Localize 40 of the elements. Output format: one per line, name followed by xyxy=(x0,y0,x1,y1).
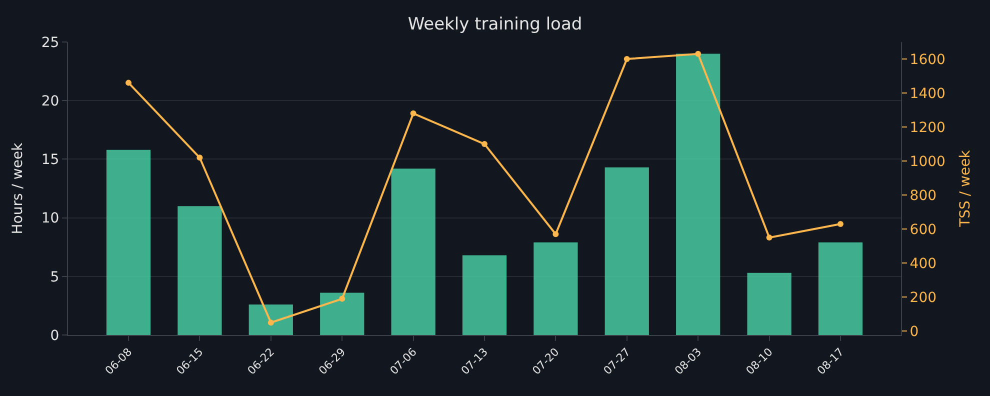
bar xyxy=(248,304,293,335)
y2-tick-label: 1400 xyxy=(910,86,946,102)
y2-tick-label: 200 xyxy=(910,290,937,306)
bar xyxy=(534,242,578,335)
bar xyxy=(818,242,863,335)
bar xyxy=(320,292,364,335)
bar xyxy=(676,54,720,335)
y-tick-label: 20 xyxy=(41,94,60,110)
y-tick-label: 0 xyxy=(50,328,60,344)
bar xyxy=(747,272,792,335)
point xyxy=(410,110,416,116)
point xyxy=(268,320,274,326)
bar xyxy=(604,167,649,335)
y-tick-label: 5 xyxy=(50,269,60,286)
point xyxy=(624,56,630,62)
point xyxy=(766,234,772,241)
bar xyxy=(462,255,507,335)
y2-tick-label: 400 xyxy=(910,256,937,272)
y-tick-label: 15 xyxy=(41,152,60,168)
bar xyxy=(178,206,222,335)
point xyxy=(126,80,132,86)
y2-tick-label: 600 xyxy=(910,222,937,238)
y-axis-title: Hours / week xyxy=(10,142,26,234)
point xyxy=(552,231,559,238)
point xyxy=(339,296,346,302)
y-tick-label: 25 xyxy=(41,34,60,51)
point xyxy=(196,154,203,161)
y2-tick-label: 0 xyxy=(910,324,919,340)
y2-axis-title: TSS / week xyxy=(958,149,974,228)
y-tick-label: 10 xyxy=(41,210,60,227)
chart-title: Weekly training load xyxy=(408,14,582,35)
y2-tick-label: 1200 xyxy=(910,120,946,136)
point xyxy=(837,220,844,227)
point xyxy=(695,50,702,57)
bar xyxy=(106,150,151,335)
point xyxy=(482,141,488,148)
bar xyxy=(391,168,436,335)
y2-tick-label: 800 xyxy=(910,188,937,204)
y2-tick-label: 1000 xyxy=(910,154,946,170)
y2-tick-label: 1600 xyxy=(910,52,946,68)
